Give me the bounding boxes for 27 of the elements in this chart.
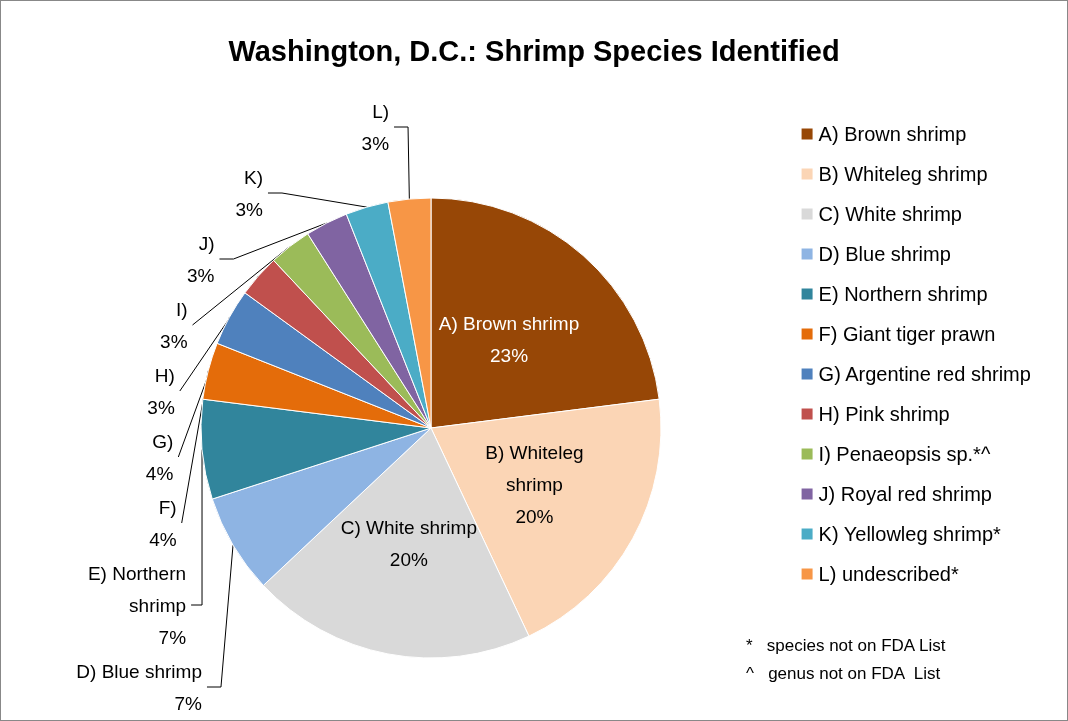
text: ^ genus not on FDA List bbox=[746, 664, 941, 683]
legend-label: C) White shrimp bbox=[818, 203, 962, 225]
data-label: J) 3% bbox=[187, 232, 215, 286]
data-label: B) Whiteleg shrimp 20% bbox=[485, 442, 584, 528]
legend-label: G) Argentine red shrimp bbox=[818, 363, 1031, 385]
legend-label: I) Penaeopsis sp.*^ bbox=[818, 443, 991, 465]
chart-title: Washington, D.C.: Shrimp Species Identified bbox=[228, 34, 840, 67]
legend-label: H) Pink shrimp bbox=[818, 403, 950, 425]
data-label: K) 3% bbox=[235, 166, 264, 220]
legend-label: F) Giant tiger prawn bbox=[818, 323, 996, 345]
legend-label: E) Northern shrimp bbox=[818, 283, 988, 305]
legend-label: K) Yellowleg shrimp* bbox=[818, 523, 1002, 545]
data-label: G) 4% bbox=[145, 430, 174, 484]
data-label: I) 3% bbox=[160, 298, 188, 352]
data-label: D) Blue shrimp 7% bbox=[76, 660, 203, 714]
data-label: F) 4% bbox=[149, 496, 177, 550]
data-label: L) 3% bbox=[361, 100, 390, 154]
legend-label: A) Brown shrimp bbox=[818, 123, 967, 145]
data-label: C) White shrimp 20% bbox=[340, 517, 477, 571]
legend-label: B) Whiteleg shrimp bbox=[818, 163, 988, 185]
legend-label: D) Blue shrimp bbox=[818, 243, 951, 265]
data-label: A) Brown shrimp 23% bbox=[438, 312, 580, 366]
data-label: H) 3% bbox=[147, 364, 175, 418]
legend-label: L) undescribed* bbox=[818, 563, 959, 585]
data-label: E) Northern shrimp 7% bbox=[87, 562, 187, 648]
text: * species not on FDA List bbox=[746, 636, 946, 655]
legend-label: J) Royal red shrimp bbox=[818, 483, 992, 505]
